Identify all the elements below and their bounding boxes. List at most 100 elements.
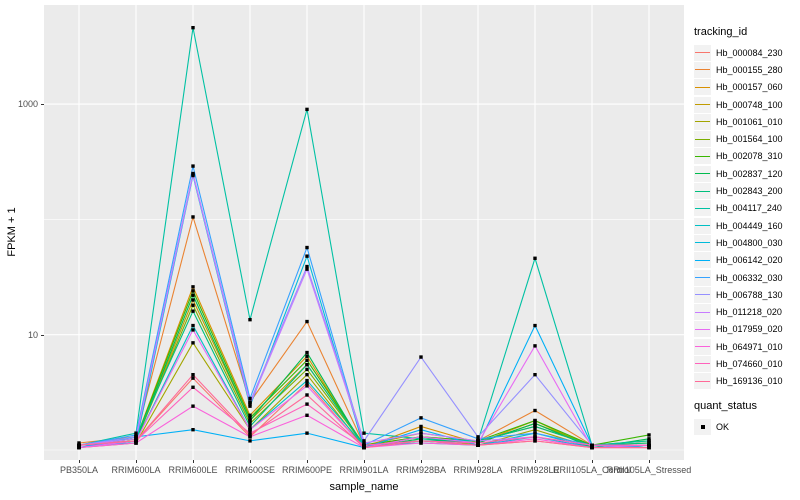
legend-entry-Hb_000155_280: Hb_000155_280 [694, 61, 798, 78]
legend-key-swatch [694, 96, 711, 113]
chart-canvas [44, 5, 684, 460]
data-point [305, 107, 309, 112]
data-point [191, 404, 195, 408]
y-tick-mark [41, 334, 44, 336]
data-point [362, 431, 366, 435]
data-point [191, 372, 195, 377]
data-point [134, 431, 138, 435]
legend-entry-label: Hb_002078_310 [716, 151, 783, 162]
data-point [248, 416, 252, 420]
data-point [419, 439, 423, 443]
x-tick-mark [535, 460, 536, 463]
legend-entry-Hb_002078_310: Hb_002078_310 [694, 148, 798, 165]
data-point [134, 435, 138, 439]
legend-key-swatch [694, 61, 711, 78]
legend-entry-label: Hb_011218_020 [716, 307, 782, 318]
data-point [647, 443, 651, 447]
data-point [419, 424, 423, 429]
legend-entry-label: Hb_004800_030 [716, 237, 783, 248]
legend-key-swatch [694, 165, 711, 182]
legend-entry-label: Hb_169136_010 [716, 376, 783, 387]
data-point [305, 354, 309, 358]
data-point [305, 372, 309, 377]
data-point [191, 289, 195, 293]
legend-key-swatch [694, 217, 711, 234]
x-tick-label-RRIM928LE: RRIM928LE [510, 465, 560, 475]
data-point [191, 385, 195, 389]
legend-entry-label: Hb_004117_240 [716, 203, 782, 214]
data-point [419, 437, 423, 441]
line-swatch-icon [695, 190, 710, 192]
line-swatch-icon [695, 69, 710, 71]
data-point [305, 350, 309, 355]
data-point [305, 254, 309, 258]
data-point [590, 443, 594, 447]
data-point [476, 437, 480, 441]
line-swatch-icon [695, 346, 710, 348]
data-point [134, 439, 138, 443]
legend-entry-Hb_004800_030: Hb_004800_030 [694, 234, 798, 251]
data-point [533, 372, 537, 377]
legend-key-swatch [694, 131, 711, 148]
legend-key-point [694, 418, 711, 435]
data-point [248, 402, 252, 406]
data-point [533, 435, 537, 439]
data-point [476, 435, 480, 439]
legend-entry-Hb_006788_130: Hb_006788_130 [694, 286, 798, 303]
x-tick-label-PB350LA: PB350LA [59, 465, 99, 475]
data-point [419, 431, 423, 435]
legend-entry-label: Hb_074660_010 [716, 358, 783, 369]
legend-entry-label: Hb_002837_120 [716, 168, 783, 179]
data-point [533, 437, 537, 441]
x-tick-label-RRIM901LA: RRIM901LA [339, 465, 389, 475]
line-swatch-icon [695, 121, 710, 123]
line-swatch-icon [695, 259, 710, 261]
legend-entry-Hb_000748_100: Hb_000748_100 [694, 96, 798, 113]
legend-title-quant-status: quant_status [694, 400, 757, 412]
x-tick-label-RRIM600LE: RRIM600LE [168, 465, 218, 475]
x-tick-mark [193, 460, 194, 463]
x-tick-mark [421, 460, 422, 463]
legend-entries: Hb_000084_230 Hb_000155_280 Hb_000157_060 H… [694, 44, 798, 390]
data-point [305, 431, 309, 435]
line-swatch-icon [695, 52, 710, 54]
x-tick-label-RRIM600LA: RRIM600LA [111, 465, 161, 475]
legend-key-swatch [694, 252, 711, 269]
data-point [362, 445, 366, 450]
legend-entry-Hb_169136_010: Hb_169136_010 [694, 373, 798, 390]
legend-entry-label: Hb_017959_020 [716, 324, 783, 335]
legend-entry-label: Hb_002843_200 [716, 186, 783, 197]
data-point [419, 441, 423, 445]
data-point [419, 355, 423, 359]
data-point [248, 431, 252, 435]
data-point [647, 433, 651, 437]
legend-entry-Hb_004449_160: Hb_004449_160 [694, 217, 798, 234]
data-point [476, 443, 480, 447]
legend-entry-Hb_001061_010: Hb_001061_010 [694, 113, 798, 130]
data-point [191, 323, 195, 328]
data-point [248, 413, 252, 417]
data-point [248, 396, 252, 401]
legend-entry-Hb_011218_020: Hb_011218_020 [694, 303, 798, 321]
legend-entry-label: Hb_006788_130 [716, 289, 783, 300]
legend-tracking-id: tracking_id Hb_000084_230 Hb_000155_280 Hb… [694, 26, 798, 390]
data-point [134, 433, 138, 437]
data-point [419, 435, 423, 439]
data-point [533, 418, 537, 423]
x-tick-label-RRII105LA_Control: RRII105LA_Control [552, 465, 632, 475]
line-swatch-icon [695, 311, 710, 313]
data-point [533, 421, 537, 426]
line-swatch-icon [695, 380, 710, 382]
legend-key-swatch [694, 373, 711, 390]
x-tick-mark [649, 460, 650, 463]
data-point [533, 424, 537, 429]
data-point [647, 439, 651, 443]
data-point [248, 317, 252, 322]
data-point [533, 408, 537, 413]
legend-key-swatch [694, 79, 711, 96]
x-axis-title: sample_name [329, 481, 399, 493]
data-point [647, 445, 651, 450]
legend-entry-label: Hb_006142_020 [716, 255, 783, 266]
data-point [305, 358, 309, 362]
y-tick-label: 10 [27, 329, 38, 340]
